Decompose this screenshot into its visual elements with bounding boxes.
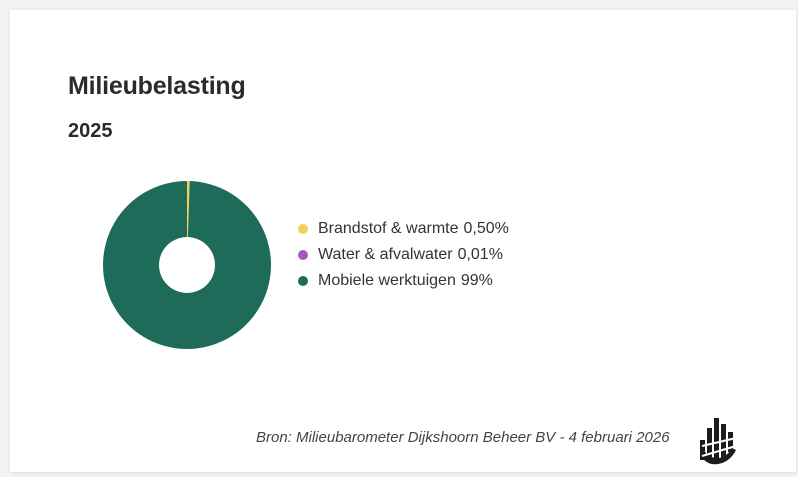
donut-slice-1 [187, 181, 190, 238]
donut-slice-0 [187, 181, 190, 238]
legend-label: Water & afvalwater [318, 246, 453, 263]
donut-chart [103, 181, 272, 349]
legend-label: Brandstof & warmte [318, 220, 459, 237]
bar-hand-logo-icon [700, 418, 737, 465]
chart-legend: Brandstof & warmte 0,50% Water & afvalwa… [298, 216, 509, 294]
chart-title: Milieubelasting [68, 72, 246, 100]
legend-value: 0,50% [463, 220, 509, 237]
chart-card: Milieubelasting 2025 Brandstof & warmte … [10, 10, 796, 472]
legend-value: 99% [460, 272, 493, 289]
legend-value: 0,01% [457, 246, 503, 263]
source-note: Bron: Milieubarometer Dijkshoorn Beheer … [256, 429, 670, 446]
legend-dot [298, 276, 308, 286]
legend-label: Mobiele werktuigen [318, 272, 456, 289]
legend-item-water: Water & afvalwater 0,01% [298, 242, 509, 268]
chart-subtitle: 2025 [68, 120, 113, 142]
legend-dot [298, 224, 308, 234]
legend-dot [298, 250, 308, 260]
donut-slice-2 [103, 181, 272, 349]
legend-item-mobiele-werktuigen: Mobiele werktuigen 99% [298, 268, 509, 294]
legend-item-brandstof: Brandstof & warmte 0,50% [298, 216, 509, 242]
